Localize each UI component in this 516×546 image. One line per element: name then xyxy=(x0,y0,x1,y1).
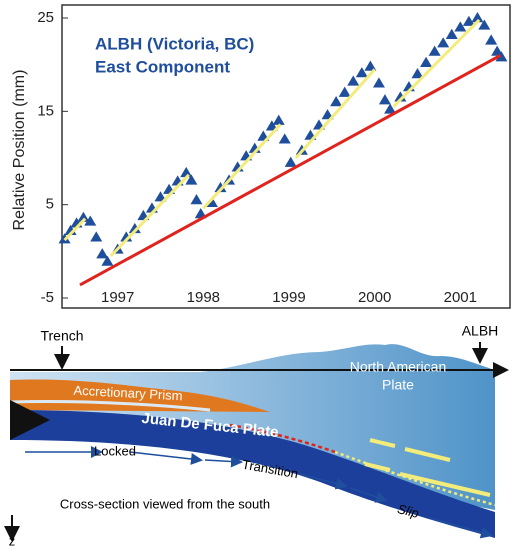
overriding-label: Plate xyxy=(382,377,414,393)
x-tick-label: 1998 xyxy=(187,289,220,306)
y-tick-label: -5 xyxy=(41,289,54,306)
caption: Cross-section viewed from the south xyxy=(60,496,270,511)
x-tick-label: 2000 xyxy=(358,289,391,306)
depth-label: z xyxy=(9,533,16,546)
overriding-label: North American xyxy=(350,359,446,375)
station-label: ALBH xyxy=(462,323,499,339)
chart-subtitle: East Component xyxy=(95,57,230,76)
locked-label: Locked xyxy=(94,443,136,458)
x-tick-label: 1997 xyxy=(101,289,134,306)
y-tick-label: 15 xyxy=(37,102,54,119)
page: ALBH (Victoria, BC) East Component Relat… xyxy=(0,0,516,546)
x-tick-label: 1999 xyxy=(272,289,305,306)
x-tick-label: 2001 xyxy=(444,289,477,306)
chart-title: ALBH (Victoria, BC) xyxy=(95,34,254,53)
trench-label: Trench xyxy=(40,328,83,344)
y-axis-label: Relative Position (mm) xyxy=(11,70,28,231)
y-tick-label: 25 xyxy=(37,9,54,26)
y-tick-label: 5 xyxy=(46,196,54,213)
